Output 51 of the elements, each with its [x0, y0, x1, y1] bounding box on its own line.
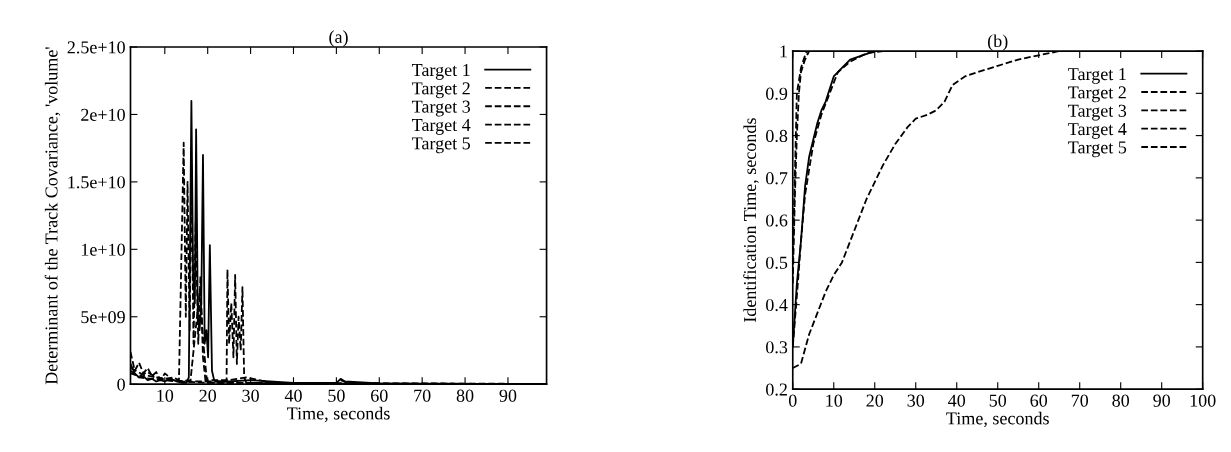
x-tick-label: 100 — [1190, 394, 1216, 407]
legend-label: Target 2 — [411, 82, 470, 99]
x-axis-title: Time, seconds — [946, 411, 1049, 428]
legend-label: Target 1 — [411, 63, 470, 80]
x-axis-title: Time, seconds — [287, 406, 390, 423]
chart-title: (b) — [987, 34, 1008, 51]
x-tick-label: 10 — [157, 389, 174, 402]
y-tick-label: 2.5e+10 — [67, 41, 125, 54]
x-tick-label: 0 — [788, 394, 797, 407]
legend-label: Target 5 — [411, 137, 471, 154]
legend-label: Target 5 — [1068, 141, 1127, 158]
x-tick-label: 70 — [1071, 394, 1089, 407]
y-tick-label: 2e+10 — [81, 108, 125, 121]
x-tick-label: 90 — [499, 389, 517, 402]
legend-label: Target 2 — [1068, 86, 1126, 103]
y-tick-label: 0.3 — [766, 341, 788, 354]
x-tick-label: 90 — [1153, 394, 1171, 407]
x-tick-label: 40 — [284, 389, 302, 402]
y-tick-label: 0.5 — [766, 256, 788, 269]
x-tick-label: 10 — [826, 394, 843, 407]
y-tick-label: 0.9 — [766, 87, 788, 100]
y-tick-label: 0.8 — [766, 129, 788, 143]
y-axis-title: Identification Time, seconds — [743, 118, 759, 323]
y-tick-label: 0.4 — [766, 298, 788, 312]
legend-label: Target 3 — [411, 100, 471, 117]
x-tick-label: 80 — [1112, 394, 1130, 407]
x-tick-label: 50 — [328, 389, 345, 402]
x-tick-label: 80 — [456, 389, 474, 402]
y-tick-label: 0.6 — [766, 214, 788, 227]
y-axis-title: Determinant of the Track Covariance, 'volume' — [44, 47, 61, 385]
y-tick-label: 0.7 — [766, 172, 788, 185]
chart-title: (a) — [329, 30, 348, 47]
y-tick-label: 1 — [780, 45, 787, 58]
x-tick-label: 20 — [866, 394, 884, 407]
y-tick-label: 1e+10 — [81, 243, 125, 256]
legend-label: Target 3 — [1068, 104, 1127, 121]
legend-label: Target 4 — [1068, 123, 1127, 139]
y-tick-label: 5e+09 — [81, 311, 125, 324]
x-tick-label: 20 — [199, 389, 217, 402]
y-tick-label: 0.2 — [766, 383, 787, 396]
y-tick-label: 0 — [117, 378, 125, 391]
x-tick-label: 30 — [907, 394, 925, 407]
x-tick-label: 70 — [414, 389, 431, 402]
legend-label: Target 1 — [1068, 68, 1126, 84]
x-tick-label: 30 — [242, 389, 259, 402]
x-tick-label: 60 — [1030, 394, 1048, 407]
y-tick-label: 1.5e+10 — [68, 176, 125, 189]
legend-label: Target 4 — [411, 119, 471, 135]
x-tick-label: 50 — [989, 394, 1007, 407]
x-tick-label: 60 — [371, 389, 388, 402]
x-tick-label: 40 — [948, 394, 966, 407]
